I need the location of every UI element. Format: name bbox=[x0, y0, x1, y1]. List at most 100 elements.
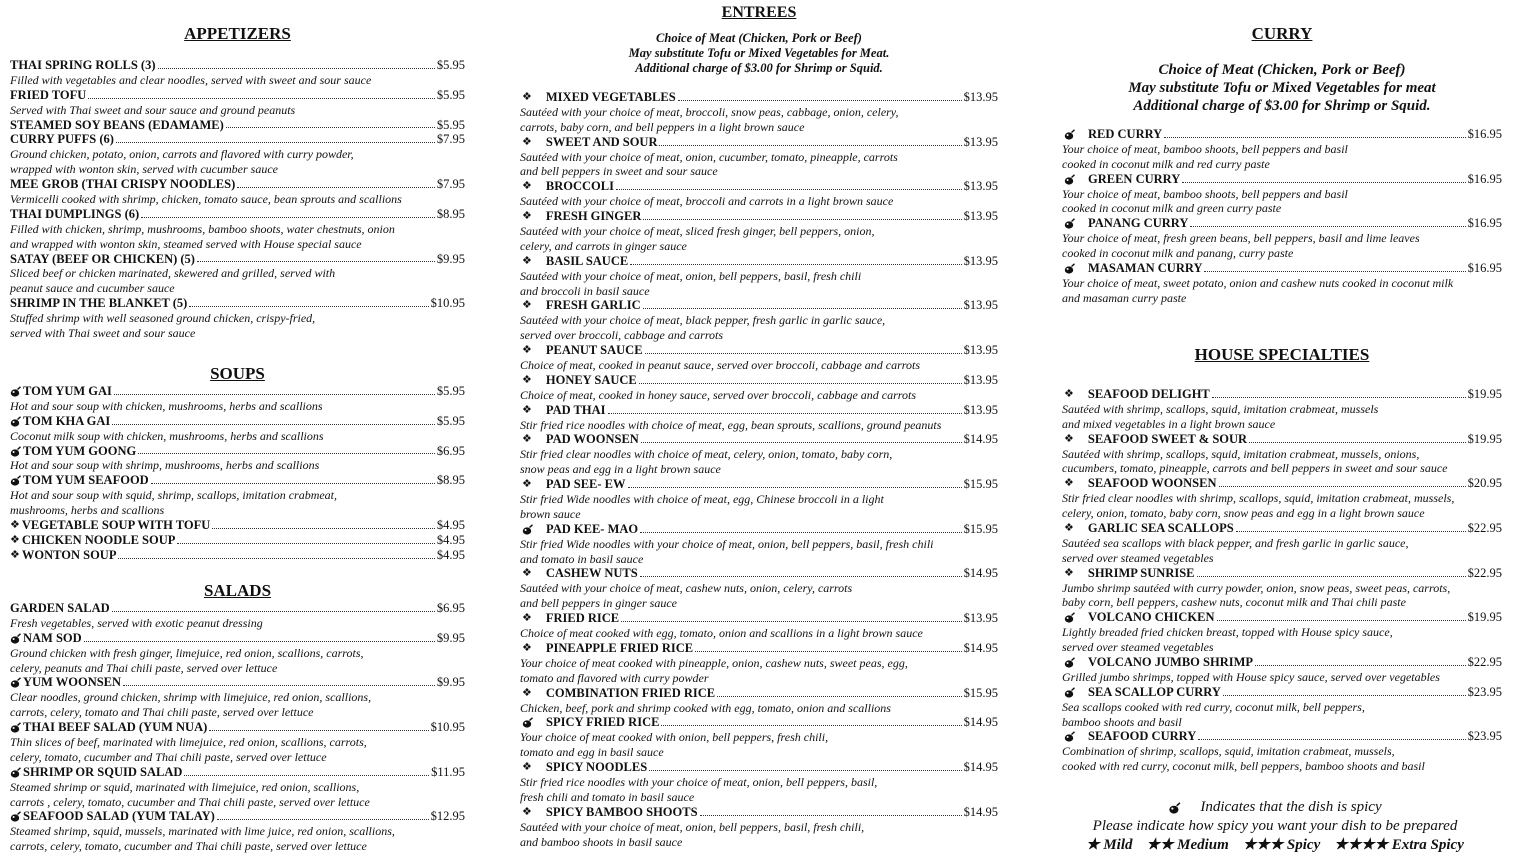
item-price: $6.95 bbox=[436, 600, 465, 615]
leader bbox=[216, 819, 429, 821]
spicy-icon bbox=[522, 717, 533, 728]
item-name: BROCCOLI bbox=[545, 179, 614, 194]
item-price: $16.95 bbox=[1467, 261, 1502, 275]
item-description: Stir fried rice noodles with choice of m… bbox=[520, 417, 942, 432]
leader bbox=[642, 308, 962, 310]
subtitle-line: Choice of Meat (Chicken, Pork or Beef) bbox=[1158, 62, 1406, 78]
leader bbox=[112, 423, 435, 425]
menu-item: SHRIMP IN THE BLANKET (5) $10.95 bbox=[10, 296, 465, 311]
item-description: cooked in coconut milk and red curry pas… bbox=[1062, 156, 1270, 171]
item-price: $8.95 bbox=[436, 206, 465, 221]
section-heading: APPETIZERS bbox=[184, 24, 291, 43]
item-description: Choice of meat cooked with egg, tomato, … bbox=[520, 626, 923, 641]
leader bbox=[1196, 575, 1466, 577]
item-name: TOM YUM GOONG bbox=[23, 443, 137, 458]
section-heading: HOUSE SPECIALTIES bbox=[1194, 345, 1370, 364]
menu-item: ❖ PEANUT SAUCE $13.95 bbox=[520, 343, 998, 358]
menu-item: ❖ SEAFOOD DELIGHT $19.95 bbox=[1062, 387, 1502, 402]
bullet: ❖ bbox=[1064, 522, 1074, 534]
item-price: $20.95 bbox=[1467, 476, 1502, 491]
spicy-icon bbox=[10, 722, 21, 733]
item-description: Sautéed with your choice of meat, onion,… bbox=[520, 268, 862, 283]
item-description: tomato and egg in basil sauce bbox=[520, 745, 664, 760]
bullet: ❖ bbox=[10, 548, 20, 561]
menu-item: THAI DUMPLINGS (6) $8.95 bbox=[10, 207, 465, 222]
item-price: $13.95 bbox=[963, 209, 998, 224]
menu-item: SEAFOOD CURRY $23.95 bbox=[1062, 729, 1502, 744]
item-price: $13.95 bbox=[963, 343, 998, 358]
leader bbox=[141, 216, 435, 218]
footer: Indicates that the dish is spicy Please … bbox=[1040, 798, 1510, 855]
item-name: SEA SCALLOP CURRY bbox=[1088, 684, 1221, 699]
item-price: $12.95 bbox=[430, 809, 465, 824]
item-name: SWEET AND SOUR bbox=[545, 134, 658, 149]
item-description: served over steamed vegetables bbox=[1062, 640, 1214, 655]
item-price: $13.95 bbox=[963, 298, 998, 313]
item-price: $9.95 bbox=[436, 630, 465, 645]
item-description: Hot and sour soup with squid, shrimp, sc… bbox=[10, 488, 338, 503]
item-price: $15.95 bbox=[963, 521, 998, 536]
item-description: Stir fried rice noodles with your choice… bbox=[520, 774, 878, 789]
item-price: $10.95 bbox=[430, 720, 465, 735]
item-description: Sautéed with your choice of meat, brocco… bbox=[520, 104, 899, 119]
menu-item: ❖ HONEY SAUCE $13.95 bbox=[520, 373, 998, 388]
leader bbox=[225, 127, 435, 129]
leader bbox=[717, 695, 962, 697]
item-name: PANANG CURRY bbox=[1088, 216, 1189, 231]
item-name: PAD KEE- MAO bbox=[546, 521, 639, 536]
leader bbox=[640, 531, 962, 533]
menu-item: ❖ PINEAPPLE FRIED RICE $14.95 bbox=[520, 641, 998, 656]
item-name: YUM WOONSEN bbox=[23, 675, 122, 690]
item-name: STEAMED SOY BEANS (EDAMAME) bbox=[10, 117, 224, 132]
menu-item: ❖ BASIL SAUCE $13.95 bbox=[520, 254, 998, 269]
item-description: served over steamed vegetables bbox=[1062, 550, 1214, 565]
item-price: $14.95 bbox=[963, 640, 998, 655]
subtitle-line: Choice of Meat (Chicken, Pork or Beef) bbox=[656, 31, 862, 45]
menu-item: FRIED TOFU $5.95 bbox=[10, 88, 465, 103]
item-name: VOLCANO CHICKEN bbox=[1088, 610, 1215, 625]
item-description: Sautéed with your choice of meat, cashew… bbox=[520, 581, 853, 596]
spice-levels: ★ Mild ★★ Medium ★★★ Spicy ★★★★ Extra Spicy bbox=[1040, 836, 1510, 855]
menu-item: YUM WOONSEN $9.95 bbox=[10, 675, 465, 690]
item-price: $5.95 bbox=[436, 383, 465, 398]
spicy-icon bbox=[1064, 687, 1075, 698]
item-description: Your choice of meat, sweet potato, onion… bbox=[1062, 275, 1454, 290]
subtitle-line: May substitute Tofu or Mixed Vegetables … bbox=[1128, 80, 1436, 96]
spicy-icon bbox=[10, 415, 21, 427]
spicy-legend: Indicates that the dish is spicy bbox=[1040, 798, 1510, 817]
item-price: $8.95 bbox=[436, 473, 465, 488]
item-description: Sautéed with your choice of meat, onion,… bbox=[520, 149, 898, 164]
menu-item: ❖ COMBINATION FRIED RICE $15.95 bbox=[520, 686, 998, 701]
item-description: Chicken, beef, pork and shrimp cooked wi… bbox=[520, 700, 891, 715]
leader bbox=[1222, 694, 1466, 696]
spicy-icon bbox=[1064, 612, 1075, 623]
menu-item: ❖ GARLIC SEA SCALLOPS $22.95 bbox=[1062, 521, 1502, 536]
item-name: CHICKEN NOODLE SOUP bbox=[21, 532, 176, 547]
item-description: bamboo shoots and basil bbox=[1062, 714, 1182, 729]
leader bbox=[621, 621, 962, 623]
menu-item: ❖ SEAFOOD SWEET & SOUR $19.95 bbox=[1062, 432, 1502, 447]
leader bbox=[196, 261, 435, 263]
menu-item: SPICY FRIED RICE $14.95 bbox=[520, 715, 998, 730]
item-price: $14.95 bbox=[963, 566, 998, 581]
leader bbox=[644, 353, 962, 355]
leader bbox=[113, 393, 435, 395]
left-column: APPETIZERS THAI SPRING ROLLS (3) $5.95 Fil… bbox=[10, 0, 465, 861]
bullet: ❖ bbox=[522, 180, 532, 193]
menu-item: ❖ SWEET AND SOUR $13.95 bbox=[520, 135, 998, 150]
leader bbox=[111, 610, 435, 612]
leader bbox=[639, 576, 962, 578]
item-price: $7.95 bbox=[436, 132, 465, 147]
item-name: SEAFOOD DELIGHT bbox=[1087, 386, 1210, 401]
item-description: Steamed shrimp or squid, marinated with … bbox=[10, 779, 360, 794]
item-description: Stir fried Wide noodles with choice of m… bbox=[520, 492, 884, 507]
menu-item: PANANG CURRY $16.95 bbox=[1062, 216, 1502, 231]
leader bbox=[1164, 136, 1466, 138]
leader bbox=[184, 774, 430, 776]
bullet: ❖ bbox=[522, 299, 532, 312]
item-name: THAI BEEF SALAD (YUM NUA) bbox=[23, 720, 208, 735]
bullet: ❖ bbox=[522, 135, 532, 148]
bullet: ❖ bbox=[522, 254, 532, 267]
item-price: $23.95 bbox=[1467, 684, 1502, 699]
item-price: $4.95 bbox=[436, 547, 465, 562]
